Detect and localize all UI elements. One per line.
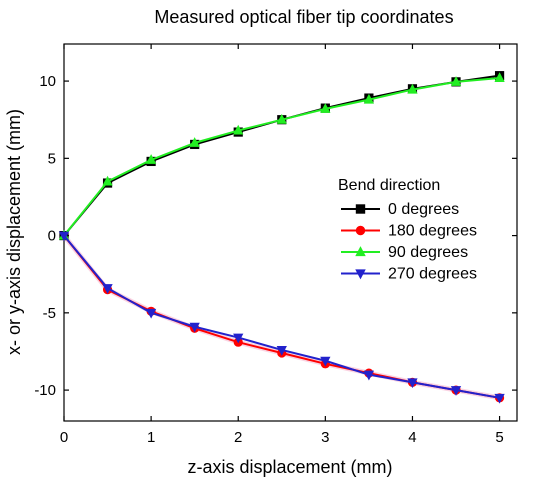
270-degrees-point bbox=[58, 231, 70, 242]
90-degrees-point bbox=[145, 154, 157, 164]
270-degrees-point bbox=[145, 308, 157, 319]
270-degrees-point bbox=[363, 370, 375, 381]
legend-item-270-degrees: 270 degrees bbox=[341, 266, 477, 283]
legend-item-180-degrees: 180 degrees bbox=[341, 223, 477, 240]
x-axis-title: z-axis displacement (mm) bbox=[187, 457, 392, 477]
series-270-degrees bbox=[58, 231, 505, 404]
270-degrees-point bbox=[102, 284, 113, 294]
y-tick-label: 10 bbox=[39, 73, 56, 90]
legend-marker bbox=[355, 246, 366, 257]
270-degrees-point bbox=[233, 333, 244, 344]
x-tick-label: 4 bbox=[408, 429, 416, 446]
legend-label: 90 degrees bbox=[388, 244, 468, 261]
90-degrees-point bbox=[189, 137, 200, 147]
legend-label: 0 degrees bbox=[388, 201, 459, 218]
90-degrees-point bbox=[276, 113, 287, 124]
y-tick-label: 0 bbox=[48, 228, 56, 245]
90-degrees-point bbox=[233, 124, 244, 135]
90-degrees-point bbox=[102, 175, 113, 186]
y-axis-ticks: -10 -5 0 5 10 bbox=[34, 73, 517, 399]
90-degrees-point bbox=[407, 83, 418, 94]
270-degrees-point bbox=[320, 356, 331, 367]
legend-marker bbox=[355, 204, 366, 214]
270-degrees-point bbox=[494, 393, 505, 404]
y-axis-title: x- or y-axis displacement (mm) bbox=[4, 109, 24, 355]
x-tick-label: 5 bbox=[495, 429, 503, 446]
y-tick-label: -10 bbox=[34, 382, 56, 399]
legend-marker bbox=[355, 225, 366, 236]
x-tick-label: 1 bbox=[147, 429, 155, 446]
legend-title: Bend direction bbox=[338, 177, 440, 194]
y-tick-label: 5 bbox=[48, 150, 56, 167]
x-tick-label: 3 bbox=[321, 429, 329, 446]
270-degrees-point bbox=[276, 345, 287, 356]
y-tick-label: -5 bbox=[43, 305, 56, 322]
90-degrees-point bbox=[363, 93, 375, 104]
x-tick-label: 2 bbox=[234, 429, 242, 446]
90-degrees-point bbox=[450, 76, 462, 86]
legend: Bend direction 0 degrees 180 degrees 90 de… bbox=[338, 177, 477, 283]
270-degrees-point bbox=[450, 386, 462, 396]
legend-item-0-degrees: 0 degrees bbox=[341, 201, 459, 218]
270-degrees-point bbox=[407, 378, 418, 389]
legend-marker bbox=[355, 269, 366, 280]
legend-label: 180 degrees bbox=[388, 223, 477, 240]
270-degrees-point bbox=[189, 322, 200, 333]
chart-title: Measured optical fiber tip coordinates bbox=[154, 7, 453, 27]
legend-label: 270 degrees bbox=[388, 266, 477, 283]
x-axis-ticks: 0 1 2 3 4 5 bbox=[60, 44, 504, 446]
series-layer bbox=[58, 71, 505, 404]
90-degrees-point bbox=[320, 103, 331, 113]
x-tick-label: 0 bbox=[60, 429, 68, 446]
legend-item-90-degrees: 90 degrees bbox=[341, 244, 468, 261]
legend-items: 0 degrees 180 degrees 90 degrees 270 degree… bbox=[341, 201, 477, 283]
90-degrees-point bbox=[494, 72, 505, 82]
